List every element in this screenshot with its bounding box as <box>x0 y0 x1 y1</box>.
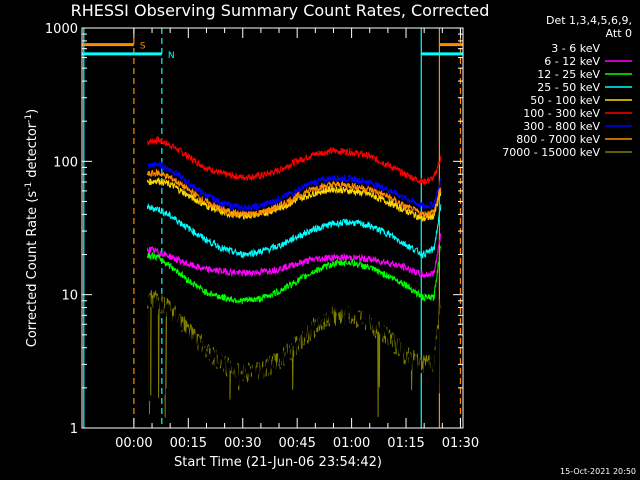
data-curve <box>146 168 442 219</box>
x-tick-label: 00:00 <box>115 436 152 451</box>
y-tick-label: 100 <box>53 155 78 170</box>
timestamp: 15-Oct-2021 20:50 <box>560 467 636 476</box>
legend-entry-label: 800 - 7000 keV <box>516 133 600 146</box>
data-curve <box>146 291 442 419</box>
y-axis-label: Corrected Count Rate (s-1 detector-1) <box>24 109 40 347</box>
x-tick-label: 00:30 <box>224 436 261 451</box>
x-tick-label: 00:45 <box>278 436 315 451</box>
data-curve <box>146 203 442 259</box>
y-tick-label: 10 <box>61 289 78 304</box>
data-curve <box>146 161 441 212</box>
x-tick-label: 01:30 <box>442 436 479 451</box>
data-curve <box>146 177 442 223</box>
legend-entry-label: 100 - 300 keV <box>523 107 600 120</box>
legend-header-2: Att 0 <box>606 27 632 40</box>
legend-entry-label: 12 - 25 keV <box>537 68 600 81</box>
x-axis-label: Start Time (21-Jun-06 23:54:42) <box>174 455 382 470</box>
legend-header-1: Det 1,3,4,5,6,9, <box>546 14 632 27</box>
data-curve <box>146 245 442 305</box>
legend-entry-label: 6 - 12 keV <box>544 55 600 68</box>
y-tick-label: 1000 <box>45 22 78 37</box>
legend-entry-label: 25 - 50 keV <box>537 81 600 94</box>
x-tick-label: 01:15 <box>387 436 424 451</box>
data-curve <box>146 233 442 279</box>
legend-entry-label: 7000 - 15000 keV <box>502 146 600 159</box>
legend-entry-label: 300 - 800 keV <box>523 120 600 133</box>
legend-entry-label: 3 - 6 keV <box>551 42 600 55</box>
chart-title: RHESSI Observing Summary Count Rates, Co… <box>71 1 490 20</box>
legend-entry-label: 50 - 100 keV <box>530 94 600 107</box>
x-tick-label: 01:00 <box>333 436 370 451</box>
plot-frame <box>81 27 464 429</box>
data-curve <box>146 290 442 418</box>
y-tick-label: 1 <box>70 422 78 437</box>
x-tick-label: 00:15 <box>170 436 207 451</box>
flag-label: S <box>140 42 146 52</box>
data-curve <box>146 135 442 186</box>
flag-label: N <box>168 51 175 61</box>
